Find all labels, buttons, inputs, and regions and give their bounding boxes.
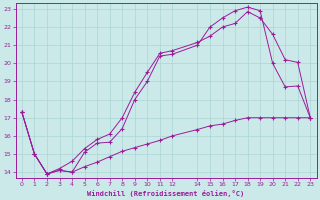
X-axis label: Windchill (Refroidissement éolien,°C): Windchill (Refroidissement éolien,°C) (87, 190, 245, 197)
